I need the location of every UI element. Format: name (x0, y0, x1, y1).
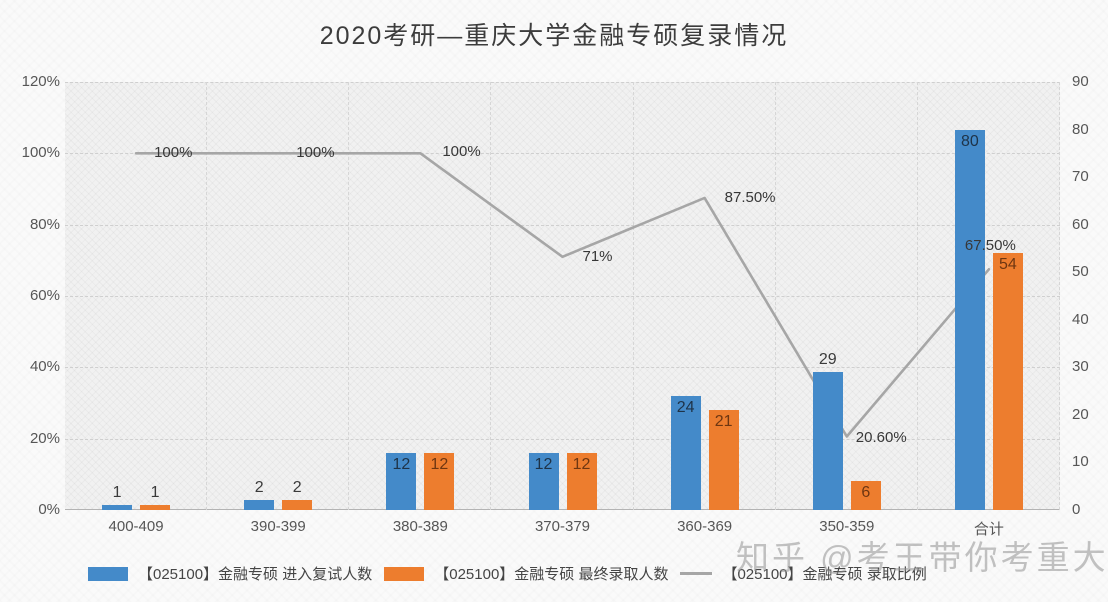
line-value-label: 100% (442, 143, 481, 161)
legend-bar-swatch-blue (88, 566, 128, 581)
bar-value-label: 12 (430, 455, 449, 473)
line-value-label: 100% (296, 144, 335, 162)
bar (102, 505, 133, 510)
left-axis-tick: 0% (38, 501, 60, 518)
legend-bar-swatch-orange (384, 566, 425, 581)
bar (140, 505, 171, 510)
right-axis-tick: 50 (1072, 263, 1089, 281)
bar (282, 500, 313, 510)
gridline (348, 82, 350, 510)
legend-label: 【025100】金融专硕 最终录取人数 (434, 566, 669, 583)
bar-value-label: 2 (254, 479, 264, 497)
x-axis-label: 370-379 (534, 518, 591, 535)
left-axis-tick: 120% (21, 73, 60, 90)
line-value-label: 67.50% (964, 237, 1016, 255)
gridline (490, 82, 492, 510)
left-axis-tick: 20% (29, 429, 60, 447)
line-value-label: 87.50% (724, 188, 776, 206)
bar (424, 452, 455, 510)
gridline (632, 82, 634, 510)
x-axis-label: 380-389 (392, 518, 448, 535)
gridline (65, 438, 1060, 440)
legend-line-swatch-gray (680, 572, 713, 575)
bar (954, 129, 985, 510)
x-axis-label: 合计 (973, 521, 1004, 538)
gridline (65, 82, 1060, 83)
bar-value-label: 54 (999, 256, 1017, 274)
x-axis-label: 360-369 (677, 518, 733, 535)
line-value-label: 71% (582, 247, 613, 265)
ratio-line (134, 152, 991, 438)
bar (566, 452, 597, 510)
gridline (206, 82, 208, 510)
line-value-label: 100% (154, 144, 193, 162)
right-axis-tick: 90 (1072, 73, 1089, 90)
bar (708, 410, 739, 510)
left-axis-tick: 40% (29, 358, 60, 376)
x-axis-label: 400-409 (108, 518, 164, 535)
legend-item-review-count: 【025100】金融专硕 进入复试人数 (88, 563, 372, 584)
right-axis-tick: 80 (1072, 120, 1089, 138)
bar-value-label: 29 (818, 351, 837, 369)
right-axis-tick: 70 (1072, 168, 1089, 186)
gridline (774, 82, 776, 510)
gridline (65, 367, 1060, 369)
right-axis-tick: 0 (1072, 501, 1081, 518)
left-axis-tick: 80% (29, 215, 60, 233)
chart-legend: 【025100】金融专硕 进入复试人数 【025100】金融专硕 最终录取人数 … (88, 563, 1048, 584)
bar-value-label: 12 (534, 455, 553, 473)
bar-value-label: 80 (961, 132, 979, 150)
bar-value-label: 12 (392, 455, 411, 473)
gridline (65, 296, 1060, 297)
ratio-line-path (134, 152, 991, 438)
right-axis-tick: 10 (1072, 453, 1089, 471)
legend-label: 【025100】金融专硕 录取比例 (722, 566, 927, 583)
line-value-label: 20.60% (855, 428, 907, 446)
bar-value-label: 1 (150, 484, 160, 502)
left-axis-tick: 100% (21, 144, 60, 162)
bar (812, 372, 843, 510)
x-axis-line (65, 509, 1060, 510)
gridline (916, 82, 918, 510)
gridline (65, 224, 1060, 226)
legend-label: 【025100】金融专硕 进入复试人数 (138, 566, 373, 583)
bar-value-label: 2 (292, 479, 302, 497)
bar-value-label: 1 (112, 484, 122, 502)
right-axis-tick: 20 (1072, 405, 1089, 423)
x-axis-label: 350-359 (819, 518, 875, 535)
bar (992, 253, 1023, 510)
right-axis-tick: 30 (1072, 358, 1089, 376)
left-axis-tick: 60% (29, 287, 60, 304)
gridline (65, 153, 1060, 155)
right-axis-tick: 60 (1072, 215, 1089, 233)
bar (386, 452, 417, 510)
gridline (1059, 82, 1060, 510)
legend-item-admit-count: 【025100】金融专硕 最终录取人数 (384, 563, 668, 584)
right-axis-tick: 40 (1072, 310, 1089, 328)
bar (528, 452, 559, 510)
bar (244, 500, 275, 510)
bar-value-label: 21 (714, 413, 733, 431)
chart-title: 2020考研—重庆大学金融专硕复录情况 (319, 22, 789, 50)
x-axis-label: 390-399 (250, 518, 306, 535)
bar-value-label: 12 (572, 455, 591, 473)
bar-value-label: 6 (861, 484, 871, 502)
bar (670, 395, 701, 510)
bar-value-label: 24 (676, 398, 695, 416)
legend-item-admit-ratio: 【025100】金融专硕 录取比例 (680, 563, 927, 584)
bar (850, 481, 881, 510)
